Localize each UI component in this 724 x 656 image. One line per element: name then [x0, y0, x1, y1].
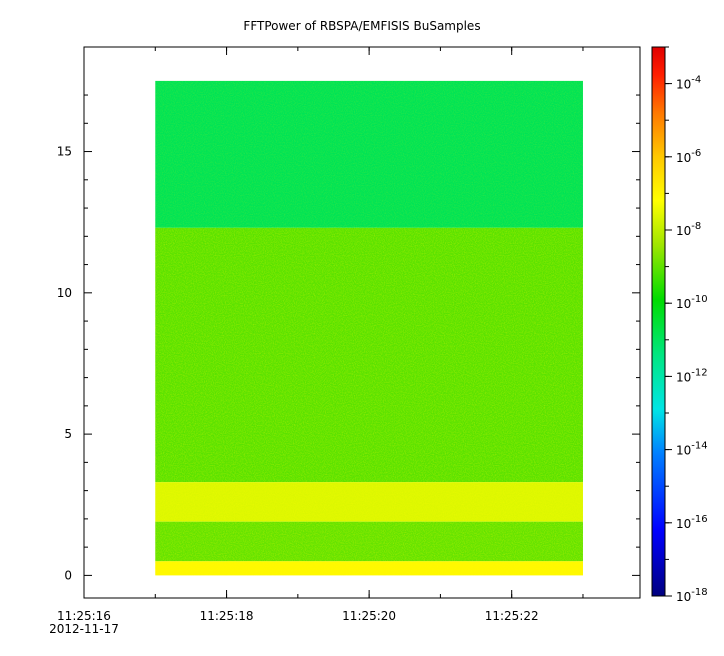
colorbar-axis: 10-4 10-6 10-8 10-10 10-12 10-14 10-16 10-18 — [665, 46, 708, 604]
spectrogram-image — [155, 80, 583, 576]
x-date-label: 2012-11-17 — [49, 622, 119, 636]
x-tick-label: 11:25:16 — [57, 609, 111, 623]
colorbar-tick-label: 10-6 — [676, 148, 701, 165]
spectrogram-band-texture — [155, 482, 583, 522]
spectrogram-band-texture — [155, 227, 583, 483]
spectrogram-band-texture — [155, 80, 583, 228]
y-tick-label: 10 — [57, 286, 72, 300]
y-tick-label: 0 — [64, 568, 72, 582]
colorbar-tick-label: 10-18 — [676, 587, 708, 604]
colorbar-tick-label: 10-14 — [676, 441, 708, 458]
x-tick-label: 11:25:22 — [485, 609, 539, 623]
colorbar-tick-label: 10-10 — [676, 294, 708, 311]
colorbar-tick-label: 10-16 — [676, 514, 708, 531]
y-tick-label: 5 — [64, 427, 72, 441]
x-tick-label: 11:25:18 — [200, 609, 254, 623]
spectrogram-band-texture — [155, 521, 583, 562]
colorbar-tick-label: 10-4 — [676, 75, 701, 92]
y-axis: 0 5 10 15 — [57, 94, 640, 582]
y-tick-label: 15 — [57, 145, 72, 159]
chart-title: FFTPower of RBSPA/EMFISIS BuSamples — [243, 19, 480, 33]
colorbar — [651, 46, 666, 597]
x-tick-label: 11:25:20 — [342, 609, 396, 623]
colorbar-tick-label: 10-12 — [676, 367, 708, 384]
spectrogram-band-texture — [155, 561, 583, 576]
colorbar-tick-label: 10-8 — [676, 221, 701, 238]
